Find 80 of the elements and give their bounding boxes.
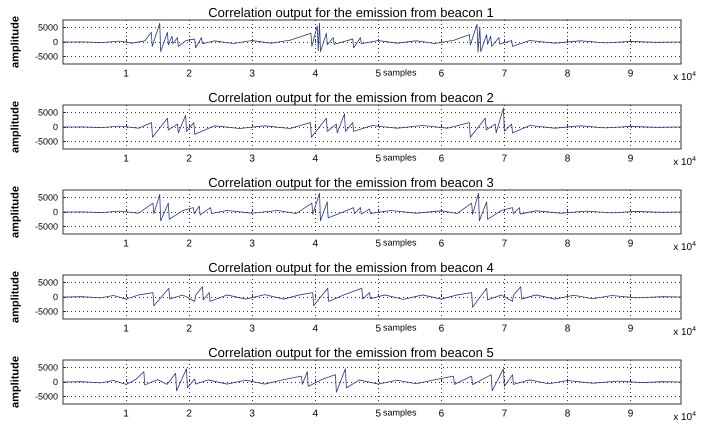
x-tick-label: 7 [502,408,508,420]
y-tick-label: 5000 [38,192,58,202]
y-axis-title: amplitude [10,271,22,323]
line-series [62,22,682,53]
x-tick-label: 3 [249,324,256,334]
x-tick-label: 7 [502,238,508,250]
y-tick-label: 0 [52,37,58,47]
x-tick-label: 1 [123,324,130,334]
x-tick-label: 8 [564,408,571,420]
x-axis-title: samples [383,408,418,418]
x-tick-label: 2 [186,68,192,80]
chart-title: Correlation output for the emission from beacon 5 [208,345,494,360]
x-tick-label: 2 [186,408,192,420]
y-tick-label: -5000 [34,222,58,232]
y-tick-label: -5000 [34,306,58,317]
x-tick-label: 9 [628,408,634,420]
x-tick-label: 4 [312,238,318,250]
x-tick-label: 4 [312,324,318,334]
y-tick-label: 5000 [38,362,58,372]
y-tick-label: 0 [52,207,58,217]
x-tick-label: 7 [502,324,508,334]
line-series [62,108,682,138]
x-tick-label: 3 [249,408,256,420]
y-axis-title: amplitude [10,356,22,408]
x-tick-label: 5 [376,154,382,164]
x-tick-label: 3 [249,238,256,250]
x-tick-label: 8 [564,68,571,80]
x-tick-label: 5 [376,324,382,334]
y-tick-label: -5000 [34,136,58,147]
x-tick-label: 1 [123,154,130,164]
chart-title: Correlation output for the emission from beacon 1 [208,5,494,20]
y-axis-title: amplitude [10,101,22,153]
x-tick-label: 5 [376,68,382,80]
x-axis-title: samples [383,238,418,248]
x-tick-label: 7 [502,68,508,80]
y-tick-label: 5000 [38,107,58,118]
y-tick-label: 0 [52,292,58,302]
line-series [62,286,682,308]
x-tick-label: 6 [438,68,445,80]
x-tick-label: 6 [438,238,445,250]
x-tick-label: 2 [186,154,192,164]
x-tick-label: 9 [628,68,634,80]
chart-title: Correlation output for the emission from beacon 4 [208,260,494,275]
y-tick-label: 5000 [38,22,58,32]
y-tick-label: -5000 [34,52,58,62]
x-tick-label: 2 [186,324,192,334]
x-tick-label: 9 [628,324,634,334]
x-tick-label: 5 [376,238,382,250]
x-tick-label: 9 [628,238,634,250]
chart-title: Correlation output for the emission from beacon 2 [208,90,494,105]
y-axis-title: amplitude [10,186,22,238]
x-tick-label: 7 [502,154,508,164]
x-tick-label: 5 [376,408,382,420]
x-tick-label: 6 [438,324,445,334]
y-axis-title: amplitude [10,16,22,68]
x-tick-label: 4 [312,68,318,80]
x-axis-title: samples [383,322,418,332]
y-tick-label: 5000 [38,277,58,288]
x-tick-label: 8 [564,154,571,164]
x-tick-label: 1 [123,68,130,80]
chart-title: Correlation output for the emission from beacon 3 [208,175,494,190]
y-tick-label: -5000 [34,392,58,402]
x-tick-label: 2 [186,238,192,250]
x-tick-label: 6 [438,408,445,420]
x-tick-label: 4 [312,154,318,164]
x-tick-label: 3 [249,68,256,80]
x-tick-label: 3 [249,154,256,164]
x-tick-label: 8 [564,238,571,250]
x-tick-label: 4 [312,408,318,420]
x-tick-label: 9 [628,154,634,164]
x-tick-label: 1 [123,238,130,250]
x-tick-label: 8 [564,324,571,334]
x-axis-title: samples [383,152,418,162]
x-tick-label: 1 [123,408,130,420]
y-tick-label: 0 [52,377,58,387]
line-series [62,368,682,393]
y-tick-label: 0 [52,122,58,132]
x-tick-label: 6 [438,154,445,164]
line-series [62,192,682,222]
x-axis-title: samples [383,68,418,78]
